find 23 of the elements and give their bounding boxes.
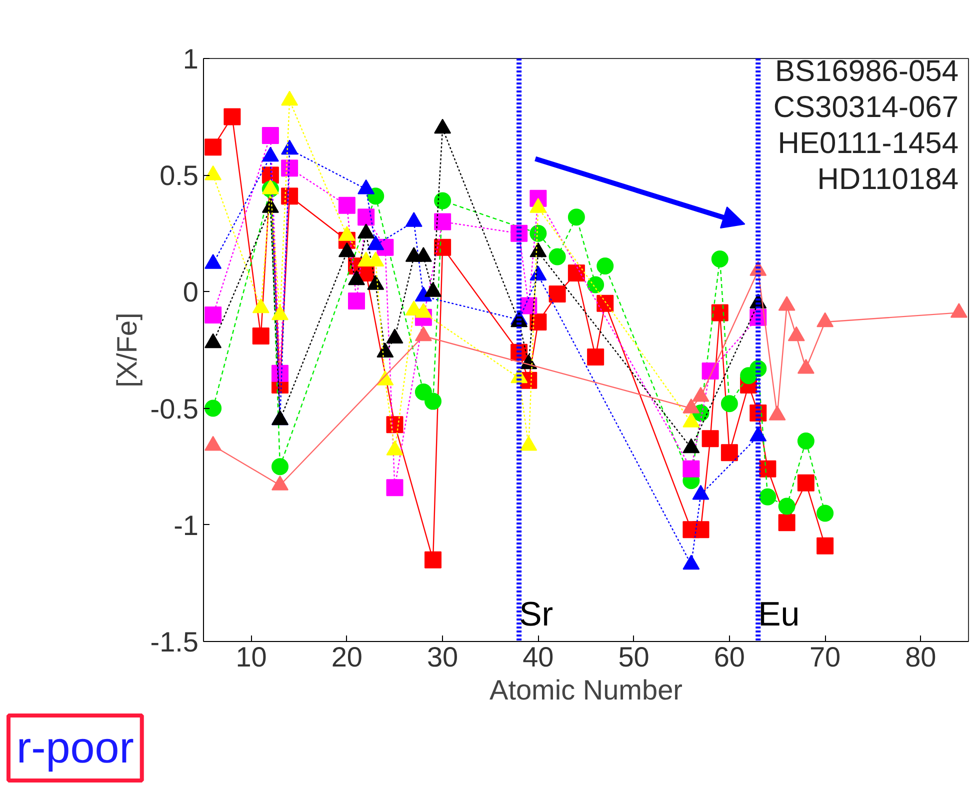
y-tick-label: -1	[174, 510, 199, 541]
x-tick-label: 10	[236, 642, 267, 672]
y-tick-label: -0.5	[150, 393, 198, 424]
y-axis-title: [X/Fe]	[111, 312, 142, 388]
y-tick-label: -1.5	[150, 626, 198, 658]
y-tick-label: 0	[182, 276, 199, 308]
x-tick-label: 50	[618, 642, 650, 672]
x-tick-label: 20	[331, 642, 363, 672]
x-axis-title: Atomic Number	[490, 674, 682, 706]
ref-line-label: Eu	[758, 596, 800, 634]
y-tick-label: 1	[182, 44, 199, 74]
x-tick-label: 70	[809, 642, 841, 672]
ref-line-label: Sr	[519, 596, 554, 634]
x-tick-label: 40	[522, 642, 554, 672]
text: r-poor	[16, 724, 134, 772]
annotation: BS16986-054	[775, 55, 959, 88]
annotation: CS30314-067	[773, 91, 959, 124]
x-tick-label: 80	[905, 642, 936, 672]
y-tick-label: 0.5	[160, 160, 199, 192]
x-tick-label: 60	[714, 642, 746, 672]
annotation: HD110184	[817, 163, 959, 196]
x-tick-label: 30	[426, 642, 458, 672]
annotation: HE0111-1454	[778, 127, 959, 160]
